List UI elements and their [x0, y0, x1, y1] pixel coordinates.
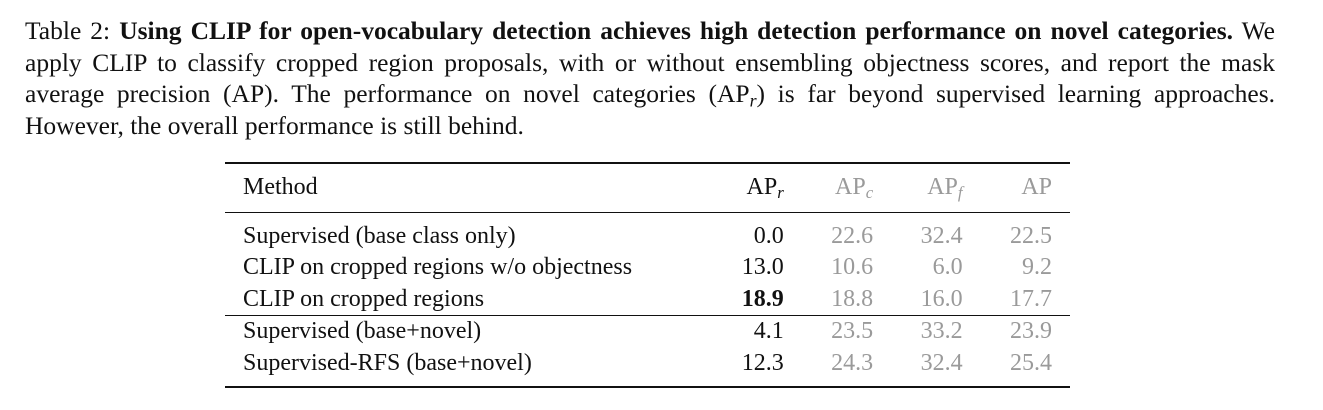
method-cell: CLIP on cropped regions w/o objectness: [243, 254, 633, 281]
table-row: CLIP on cropped regions w/o objectness 13…: [225, 252, 1070, 284]
header-subscript: c: [865, 183, 874, 203]
value-cell: 17.7: [1010, 285, 1052, 312]
value-cell: 22.5: [1010, 222, 1052, 249]
table-header: Method APr APc APf AP: [225, 163, 1070, 213]
caption-title: Using CLIP for open-vocabulary detection…: [119, 16, 1234, 45]
header-cell: AP: [981, 163, 1070, 212]
value-cell: 0.0: [753, 222, 784, 249]
row-group: Supervised (base+novel) 4.1 23.5 33.2 23.9 Su…: [225, 315, 1070, 387]
table-row: Supervised (base+novel) 4.1 23.5 33.2 23.9: [225, 316, 1070, 348]
caption-text: ) is far beyond supervised learning appr…: [25, 79, 1275, 140]
method-cell: CLIP on cropped regions: [243, 285, 485, 312]
header-row: Method APr APc APf AP: [225, 163, 1070, 213]
header-text: AP: [927, 174, 958, 200]
method-cell: Supervised (base class only): [243, 222, 516, 249]
row-group: Supervised (base class only) 0.0 22.6 32.4 2…: [225, 212, 1070, 316]
value-cell: 23.9: [1010, 318, 1052, 345]
table-row: Supervised (base class only) 0.0 22.6 32.4 2…: [225, 212, 1070, 252]
header-cell: APf: [891, 163, 980, 212]
value-cell: 13.0: [741, 254, 784, 281]
value-cell: 23.5: [831, 318, 874, 345]
value-cell: 33.2: [920, 318, 963, 345]
value-cell: 12.3: [741, 349, 784, 376]
value-cell: 9.2: [1022, 254, 1052, 281]
header-text: AP: [746, 174, 778, 200]
header-text: AP: [835, 174, 866, 200]
method-cell: Supervised (base+novel): [243, 318, 482, 345]
value-cell: 18.8: [831, 285, 874, 312]
header-subscript: r: [777, 183, 784, 203]
value-cell: 25.4: [1010, 349, 1052, 376]
caption-label: Table 2:: [25, 16, 111, 45]
table-row: CLIP on cropped regions 18.9 18.8 16.0 17.7: [225, 284, 1070, 316]
value-cell: 16.0: [920, 285, 963, 312]
value-cell: 22.6: [831, 222, 874, 249]
table-row: Supervised-RFS (base+novel) 12.3 24.3 32.4 2…: [225, 348, 1070, 387]
value-cell: 10.6: [831, 254, 874, 281]
header-cell: Method: [225, 163, 712, 212]
header-cell: APr: [712, 163, 801, 212]
value-cell: 32.4: [920, 222, 963, 249]
method-cell: Supervised-RFS (base+novel): [243, 349, 532, 376]
header-subscript: f: [957, 183, 963, 203]
results-table: Method APr APc APf AP Supervised (base class …: [225, 162, 1070, 388]
caption-text: We apply CLIP to classify cropped region…: [25, 16, 1275, 109]
table-caption: Table 2: Using CLIP for open-vocabulary …: [25, 15, 1275, 141]
value-cell: 24.3: [831, 349, 874, 376]
value-cell: 18.9: [741, 285, 784, 312]
value-cell: 4.1: [753, 318, 784, 345]
value-cell: 6.0: [932, 254, 963, 281]
header-text: Method: [243, 174, 318, 200]
caption-subscript: r: [749, 90, 757, 111]
header-cell: APc: [802, 163, 891, 212]
value-cell: 32.4: [920, 349, 963, 376]
header-text: AP: [1021, 174, 1052, 200]
